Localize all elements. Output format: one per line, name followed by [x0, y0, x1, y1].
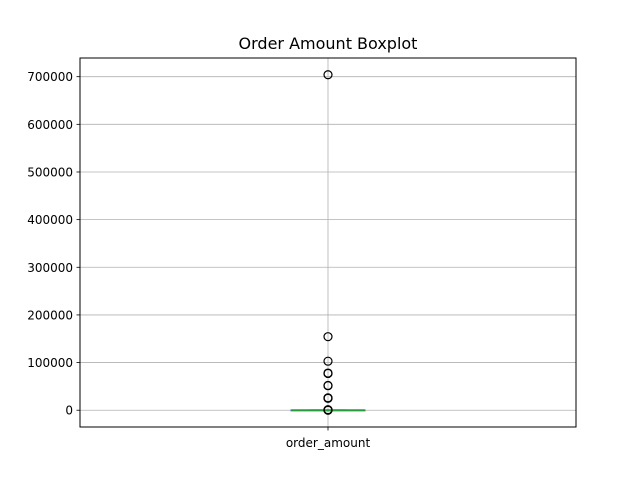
- outlier-point: [323, 356, 333, 366]
- chart-title: Order Amount Boxplot: [239, 34, 418, 53]
- y-tick-label: 700000: [27, 70, 73, 84]
- x-tick-label: order_amount: [286, 436, 371, 450]
- outlier-point: [323, 405, 333, 415]
- grid-layer: [80, 58, 576, 427]
- outlier-point: [323, 368, 333, 378]
- y-tick-label: 100000: [27, 356, 73, 370]
- y-tick-label: 500000: [27, 165, 73, 179]
- outlier-layer: [323, 70, 333, 415]
- box-layer: [290, 409, 366, 412]
- outlier-point: [323, 70, 333, 80]
- outlier-point: [323, 332, 333, 342]
- y-tick-label: 400000: [27, 213, 73, 227]
- y-tick-label: 200000: [27, 308, 73, 322]
- outlier-point: [323, 393, 333, 403]
- y-tick-label: 300000: [27, 261, 73, 275]
- y-tick-label: 0: [65, 404, 73, 418]
- axis-layer: 0 100000 200000 300000 400000 500000 600000 700…: [27, 70, 370, 450]
- outlier-point: [323, 380, 333, 391]
- y-tick-label: 600000: [27, 118, 73, 132]
